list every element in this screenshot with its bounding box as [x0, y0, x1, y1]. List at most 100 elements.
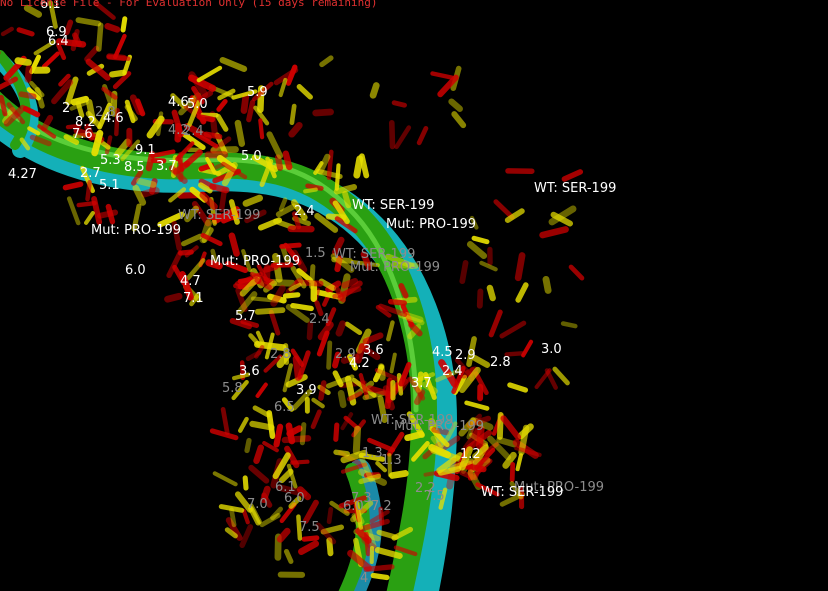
distance-label: 5.9 — [247, 85, 268, 100]
red-bond-stick — [177, 249, 194, 256]
distance-label: 4.2 — [168, 123, 189, 138]
yellow-bond-stick — [253, 105, 270, 126]
red-bond-stick — [400, 303, 415, 328]
distance-label: 7.3 — [351, 491, 372, 506]
residue-label: Mut: PRO-199 — [386, 217, 476, 232]
yellow-bond-stick — [342, 190, 352, 209]
red-bond-stick — [314, 300, 324, 317]
distance-label: 1.3 — [362, 446, 383, 461]
yellow-bond-stick — [320, 524, 344, 535]
red-bond-stick — [200, 232, 223, 247]
yellow-bond-stick — [507, 382, 529, 393]
distance-label: 3.9 — [296, 383, 317, 398]
distance-label: 3.7 — [156, 159, 177, 174]
yellow-bond-stick — [219, 56, 248, 73]
red-bond-stick — [338, 495, 367, 509]
red-bond-stick — [229, 317, 253, 330]
red-bond-stick — [521, 339, 534, 358]
red-bond-stick — [218, 187, 228, 213]
distance-label: 5.0 — [187, 97, 208, 112]
red-bond-stick — [24, 65, 33, 83]
distance-label: 5.7 — [235, 309, 256, 324]
distance-label: 2.8 — [95, 105, 116, 120]
yellow-bond-stick — [282, 292, 301, 299]
yellow-bond-stick — [386, 320, 395, 342]
yellow-bond-stick — [257, 217, 283, 231]
red-bond-stick — [209, 428, 239, 441]
red-bond-stick — [84, 45, 100, 62]
yellow-bond-stick — [296, 84, 313, 100]
yellow-bond-stick — [231, 379, 249, 401]
yellow-bond-stick — [333, 449, 350, 457]
yellow-bond-stick — [278, 197, 288, 212]
yellow-bond-stick — [334, 163, 341, 191]
yellow-bond-stick — [75, 17, 102, 27]
red-bond-stick — [270, 284, 286, 307]
yellow-bond-stick — [314, 213, 339, 233]
yellow-bond-stick — [370, 572, 390, 581]
red-bond-stick — [113, 33, 127, 60]
yellow-bond-stick — [19, 137, 31, 151]
red-bond-stick — [29, 134, 52, 147]
red-bond-stick — [347, 549, 372, 572]
red-bond-stick — [3, 104, 27, 127]
distance-label: 2.4 — [309, 312, 330, 327]
red-bond-stick — [255, 382, 268, 398]
red-bond-stick — [85, 58, 111, 81]
red-bond-stick — [315, 522, 337, 545]
red-bond-stick — [430, 71, 455, 80]
yellow-bond-stick — [259, 513, 281, 528]
distance-label: 7.2 — [371, 499, 392, 514]
yellow-bond-stick — [296, 514, 303, 541]
red-bond-stick — [568, 264, 585, 281]
distance-label: 6.5 — [274, 400, 295, 415]
yellow-bond-stick — [291, 199, 308, 221]
yellow-bond-stick — [75, 100, 85, 118]
red-bond-stick — [221, 161, 248, 180]
yellow-bond-stick — [114, 138, 131, 158]
yellow-bond-stick — [326, 340, 333, 370]
red-bond-stick — [235, 287, 248, 312]
yellow-bond-stick — [377, 395, 388, 424]
red-bond-stick — [355, 527, 372, 544]
yellow-bond-stick — [244, 437, 252, 454]
distance-label: 2.4 — [442, 364, 463, 379]
yellow-bond-stick — [254, 307, 286, 315]
yellow-bond-stick — [198, 182, 213, 194]
red-bond-stick — [347, 391, 363, 402]
yellow-bond-stick — [215, 113, 229, 132]
distance-label: 7.1 — [183, 291, 204, 306]
red-bond-stick — [514, 446, 542, 457]
yellow-bond-stick — [33, 40, 56, 56]
yellow-bond-stick — [187, 99, 202, 128]
yellow-bond-stick — [375, 461, 388, 473]
distance-label: 2.4 — [294, 204, 315, 219]
yellow-bond-stick — [436, 452, 464, 474]
atom-stick-cloud — [0, 0, 585, 581]
red-bond-stick — [258, 118, 265, 140]
yellow-bond-stick — [210, 146, 239, 154]
red-bond-stick — [164, 292, 183, 303]
red-bond-stick — [310, 409, 322, 430]
red-bond-stick — [475, 482, 500, 497]
yellow-bond-stick — [444, 421, 458, 442]
yellow-bond-stick — [266, 131, 284, 159]
yellow-bond-stick — [466, 241, 488, 260]
distance-label: 2.2 — [415, 481, 436, 496]
red-bond-stick — [248, 464, 270, 484]
red-bond-stick — [292, 355, 302, 381]
red-bond-stick — [408, 321, 423, 337]
red-bond-stick — [41, 51, 60, 69]
yellow-bond-stick — [560, 321, 578, 329]
yellow-bond-stick — [299, 422, 307, 446]
ribbon-loop-upper-green — [0, 50, 31, 150]
red-bond-stick — [366, 385, 391, 397]
red-bond-stick — [268, 309, 281, 336]
red-bond-stick — [512, 439, 539, 459]
red-bond-stick — [509, 461, 516, 483]
yellow-bond-stick — [205, 157, 217, 175]
yellow-bond-stick — [458, 366, 481, 394]
distance-label: 4.7 — [180, 274, 201, 289]
